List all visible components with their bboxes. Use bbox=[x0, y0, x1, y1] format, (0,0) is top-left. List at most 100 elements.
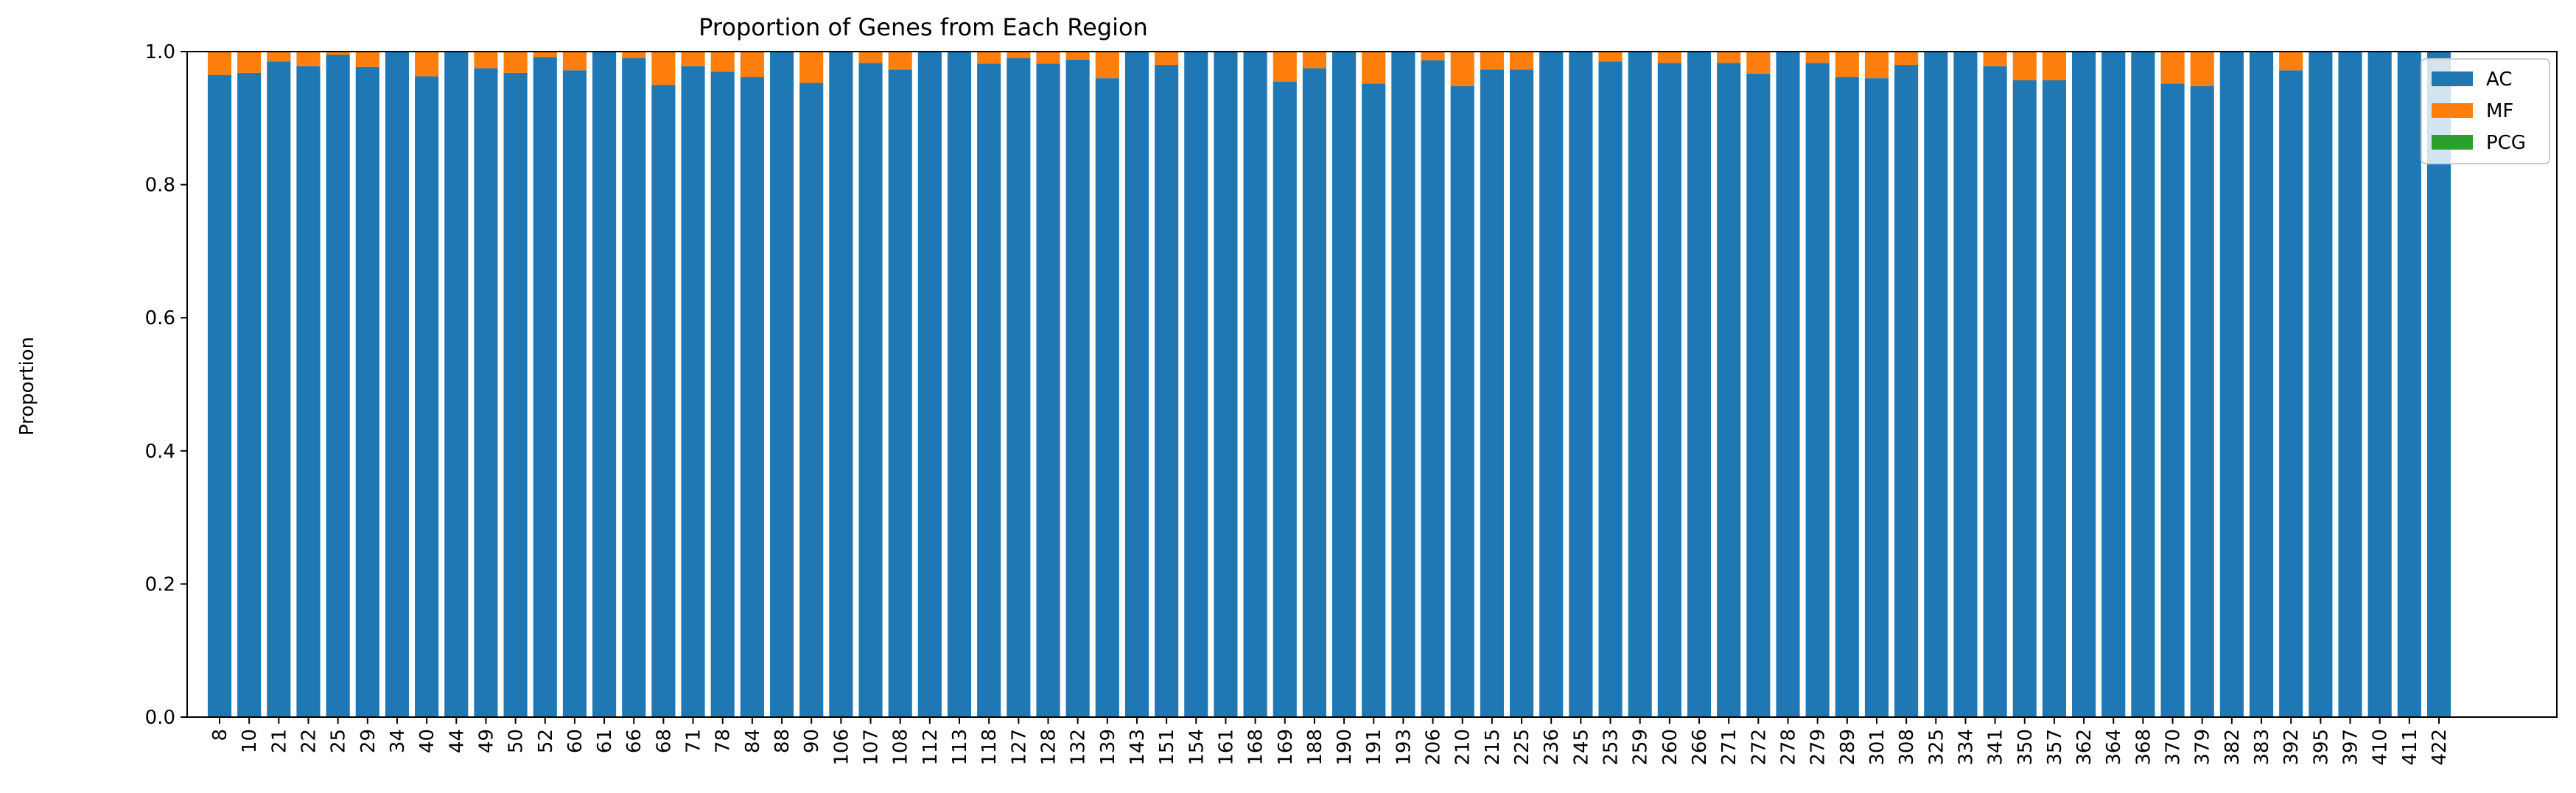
bar-mf-279 bbox=[1805, 52, 1830, 63]
bar-ac-139 bbox=[1095, 78, 1119, 718]
bar-mf-350 bbox=[2012, 52, 2037, 80]
bar-ac-395 bbox=[2309, 52, 2333, 717]
x-tick-label: 40 bbox=[416, 729, 438, 753]
bar-ac-49 bbox=[474, 68, 498, 717]
bars-group bbox=[207, 52, 2451, 718]
bar-ac-107 bbox=[858, 63, 883, 718]
bar-ac-411 bbox=[2397, 52, 2421, 717]
bar-ac-188 bbox=[1302, 68, 1326, 717]
x-tick-label: 118 bbox=[979, 729, 1001, 766]
bar-mf-90 bbox=[799, 52, 824, 83]
bar-mf-253 bbox=[1598, 52, 1623, 62]
plot-frame bbox=[186, 51, 2558, 718]
x-tick-label: 341 bbox=[1985, 729, 2007, 766]
x-tick-label: 25 bbox=[328, 729, 350, 753]
bar-mf-206 bbox=[1421, 52, 1445, 60]
chart-title: Proportion of Genes from Each Region bbox=[699, 13, 1148, 41]
bar-ac-108 bbox=[888, 69, 912, 717]
x-tick-label: 383 bbox=[2251, 729, 2273, 766]
bar-mf-60 bbox=[562, 52, 587, 71]
x-tick-label: 168 bbox=[1245, 729, 1267, 766]
bar-ac-271 bbox=[1717, 63, 1741, 718]
x-tick-label: 34 bbox=[387, 729, 409, 753]
bar-mf-108 bbox=[888, 52, 912, 70]
y-axis-label: Proportion bbox=[16, 337, 38, 436]
bar-ac-191 bbox=[1362, 83, 1386, 718]
x-tick-label: 206 bbox=[1423, 729, 1445, 766]
bar-ac-50 bbox=[503, 72, 528, 717]
bar-ac-193 bbox=[1391, 52, 1415, 717]
y-tick-label: 0.6 bbox=[145, 307, 175, 329]
x-tick-label: 90 bbox=[801, 729, 823, 753]
y-tick-label: 0.2 bbox=[145, 573, 175, 595]
bar-mf-29 bbox=[355, 52, 379, 67]
x-tick-label: 215 bbox=[1482, 729, 1504, 766]
x-tick-label: 113 bbox=[949, 729, 971, 766]
bar-ac-350 bbox=[2012, 80, 2037, 717]
x-tick-label: 191 bbox=[1363, 729, 1385, 766]
x-tick-label: 78 bbox=[713, 729, 735, 753]
x-tick-label: 397 bbox=[2340, 729, 2362, 766]
bar-ac-301 bbox=[1864, 78, 1889, 718]
bar-ac-382 bbox=[2219, 52, 2244, 717]
bar-ac-112 bbox=[917, 52, 942, 717]
bar-ac-215 bbox=[1480, 69, 1504, 717]
bar-ac-260 bbox=[1657, 63, 1681, 718]
bar-ac-410 bbox=[2367, 52, 2392, 717]
x-tick-label: 266 bbox=[1689, 729, 1711, 766]
bar-ac-106 bbox=[829, 52, 853, 717]
bar-ac-22 bbox=[296, 66, 321, 718]
bar-mf-8 bbox=[207, 52, 232, 75]
x-tick-label: 66 bbox=[623, 729, 645, 753]
bar-mf-50 bbox=[503, 52, 528, 73]
bar-mf-191 bbox=[1362, 52, 1386, 84]
bar-ac-29 bbox=[355, 66, 379, 717]
legend-label-pcg: PCG bbox=[2486, 132, 2526, 154]
x-tick-label: 151 bbox=[1156, 729, 1178, 766]
x-tick-label: 44 bbox=[446, 729, 468, 753]
x-tick-label: 422 bbox=[2429, 729, 2451, 766]
legend-label-mf: MF bbox=[2486, 100, 2513, 122]
x-tick-label: 325 bbox=[1925, 729, 1947, 766]
bar-ac-278 bbox=[1776, 52, 1800, 717]
bar-mf-49 bbox=[474, 52, 498, 69]
bar-mf-25 bbox=[326, 52, 350, 55]
x-tick-label: 260 bbox=[1659, 729, 1681, 766]
y-axis: 0.0 0.2 0.4 0.6 0.8 1.0 bbox=[145, 41, 187, 729]
y-tick-label: 0.0 bbox=[145, 707, 175, 729]
x-tick-label: 392 bbox=[2281, 729, 2303, 766]
bar-ac-118 bbox=[977, 63, 1001, 717]
x-tick-label: 289 bbox=[1837, 729, 1859, 766]
bar-mf-370 bbox=[2160, 52, 2185, 84]
bar-ac-308 bbox=[1894, 65, 1919, 717]
x-tick-label: 357 bbox=[2044, 729, 2066, 766]
x-tick-label: 370 bbox=[2163, 729, 2185, 766]
bar-ac-143 bbox=[1124, 52, 1149, 717]
x-tick-label: 334 bbox=[1955, 729, 1977, 766]
bar-ac-34 bbox=[385, 52, 410, 717]
x-tick-label: 88 bbox=[771, 729, 794, 753]
x-tick-label: 22 bbox=[298, 729, 320, 753]
bar-mf-68 bbox=[651, 52, 676, 85]
bar-ac-127 bbox=[1007, 58, 1031, 717]
x-tick-label: 410 bbox=[2370, 729, 2392, 766]
bar-ac-368 bbox=[2131, 52, 2155, 717]
x-tick-label: 128 bbox=[1037, 729, 1060, 766]
x-tick-label: 84 bbox=[742, 729, 764, 753]
bar-ac-357 bbox=[2042, 80, 2066, 717]
y-tick-label: 1.0 bbox=[145, 41, 175, 63]
bar-mf-272 bbox=[1746, 52, 1771, 74]
bar-ac-132 bbox=[1065, 59, 1090, 718]
x-tick-label: 169 bbox=[1275, 729, 1297, 766]
x-tick-label: 143 bbox=[1127, 729, 1149, 766]
bar-ac-383 bbox=[2249, 52, 2274, 717]
bar-ac-245 bbox=[1569, 52, 1593, 717]
legend-swatch-pcg bbox=[2432, 135, 2473, 150]
bar-ac-128 bbox=[1036, 63, 1060, 717]
bar-ac-44 bbox=[444, 52, 469, 717]
bar-mf-210 bbox=[1450, 52, 1474, 86]
bar-ac-168 bbox=[1243, 52, 1267, 717]
bar-ac-325 bbox=[1924, 52, 1948, 717]
bar-ac-379 bbox=[2190, 85, 2214, 717]
